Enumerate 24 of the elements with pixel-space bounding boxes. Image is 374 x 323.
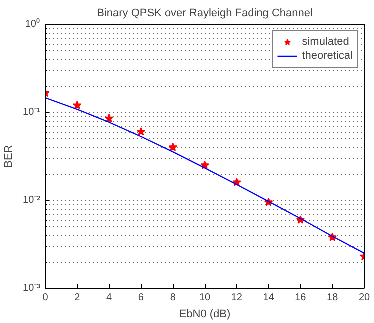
x-tick-label: 0 xyxy=(42,292,49,304)
legend-label: simulated xyxy=(302,35,350,49)
x-tick-label: 2 xyxy=(74,292,81,304)
x-tick-label: 20 xyxy=(358,292,370,304)
legend-label: theoretical xyxy=(302,49,353,63)
point xyxy=(168,142,178,152)
point xyxy=(136,127,146,136)
x-tick-label: 12 xyxy=(231,292,243,304)
x-tick-label: 16 xyxy=(295,292,307,304)
x-tick-label: 18 xyxy=(327,292,339,304)
x-tick-label: 10 xyxy=(199,292,211,304)
x-tick-label: 4 xyxy=(106,292,113,304)
x-tick-label: 6 xyxy=(138,292,144,304)
y-tick-label: 10⁻¹ xyxy=(23,107,42,118)
x-tick-label: 8 xyxy=(170,292,176,304)
y-axis-title: BER xyxy=(3,145,16,168)
x-axis-title: EbN0 (dB) xyxy=(179,308,231,320)
point xyxy=(72,100,82,110)
x-tick-label: 14 xyxy=(263,292,275,304)
y-tick-label: 10⁻³ xyxy=(23,283,42,294)
point xyxy=(104,114,114,123)
chart-title: Binary QPSK over Rayleigh Fading Channel xyxy=(97,8,313,20)
y-tick-label: 10⁰ xyxy=(25,18,40,30)
y-tick-label: 10⁻² xyxy=(23,195,42,206)
